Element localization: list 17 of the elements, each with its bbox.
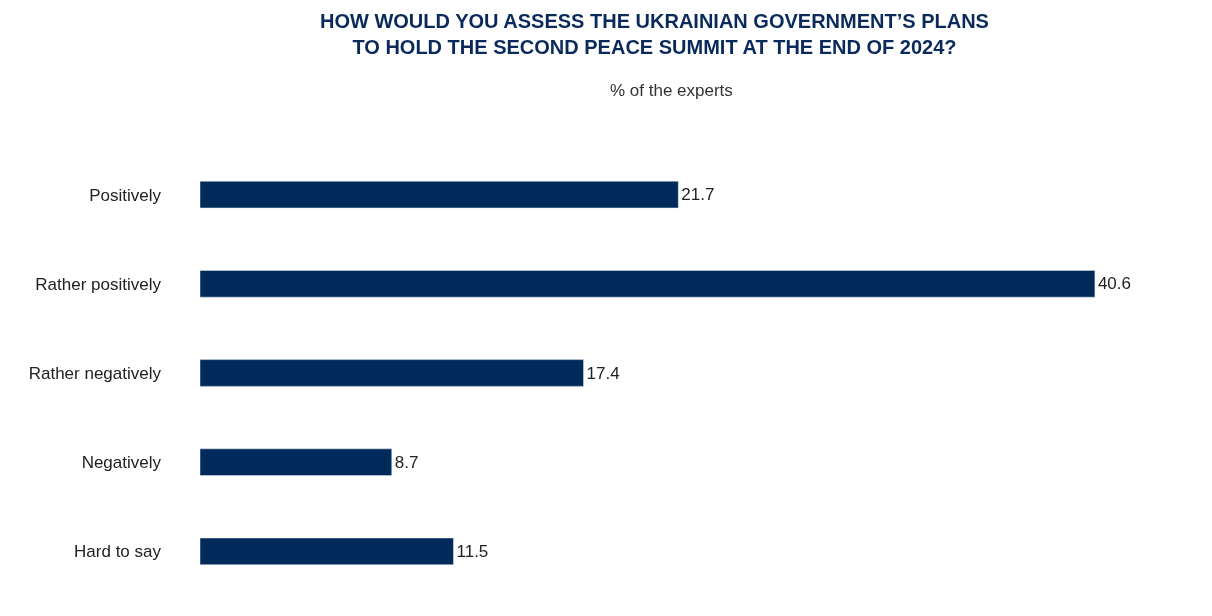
bar: [200, 448, 393, 476]
data-label: 40.6: [1097, 274, 1131, 294]
y-tick-label: Hard to say: [74, 542, 162, 562]
bar: [200, 180, 679, 209]
y-tick-label: Positively: [89, 185, 162, 205]
data-label: 17.4: [586, 363, 620, 383]
y-tick-label: Negatively: [81, 453, 162, 473]
data-label: 11.5: [456, 541, 489, 561]
bar: [200, 270, 1096, 298]
y-tick-label: Rather positively: [35, 274, 162, 294]
y-tick-label: Rather negatively: [28, 363, 162, 383]
chart-title: HOW WOULD YOU ASSESS THE UKRAINIAN GOVERNMENT’S PLANS TO HOLD THE SECOND PEACE SUMMIT AT THE END OF 2024?: [320, 9, 989, 58]
data-label: 21.7: [681, 185, 715, 205]
bar: [200, 359, 584, 387]
data-label: 8.7: [394, 452, 419, 472]
bar: [200, 537, 454, 566]
chart-subtitle: % of the experts: [610, 81, 733, 100]
